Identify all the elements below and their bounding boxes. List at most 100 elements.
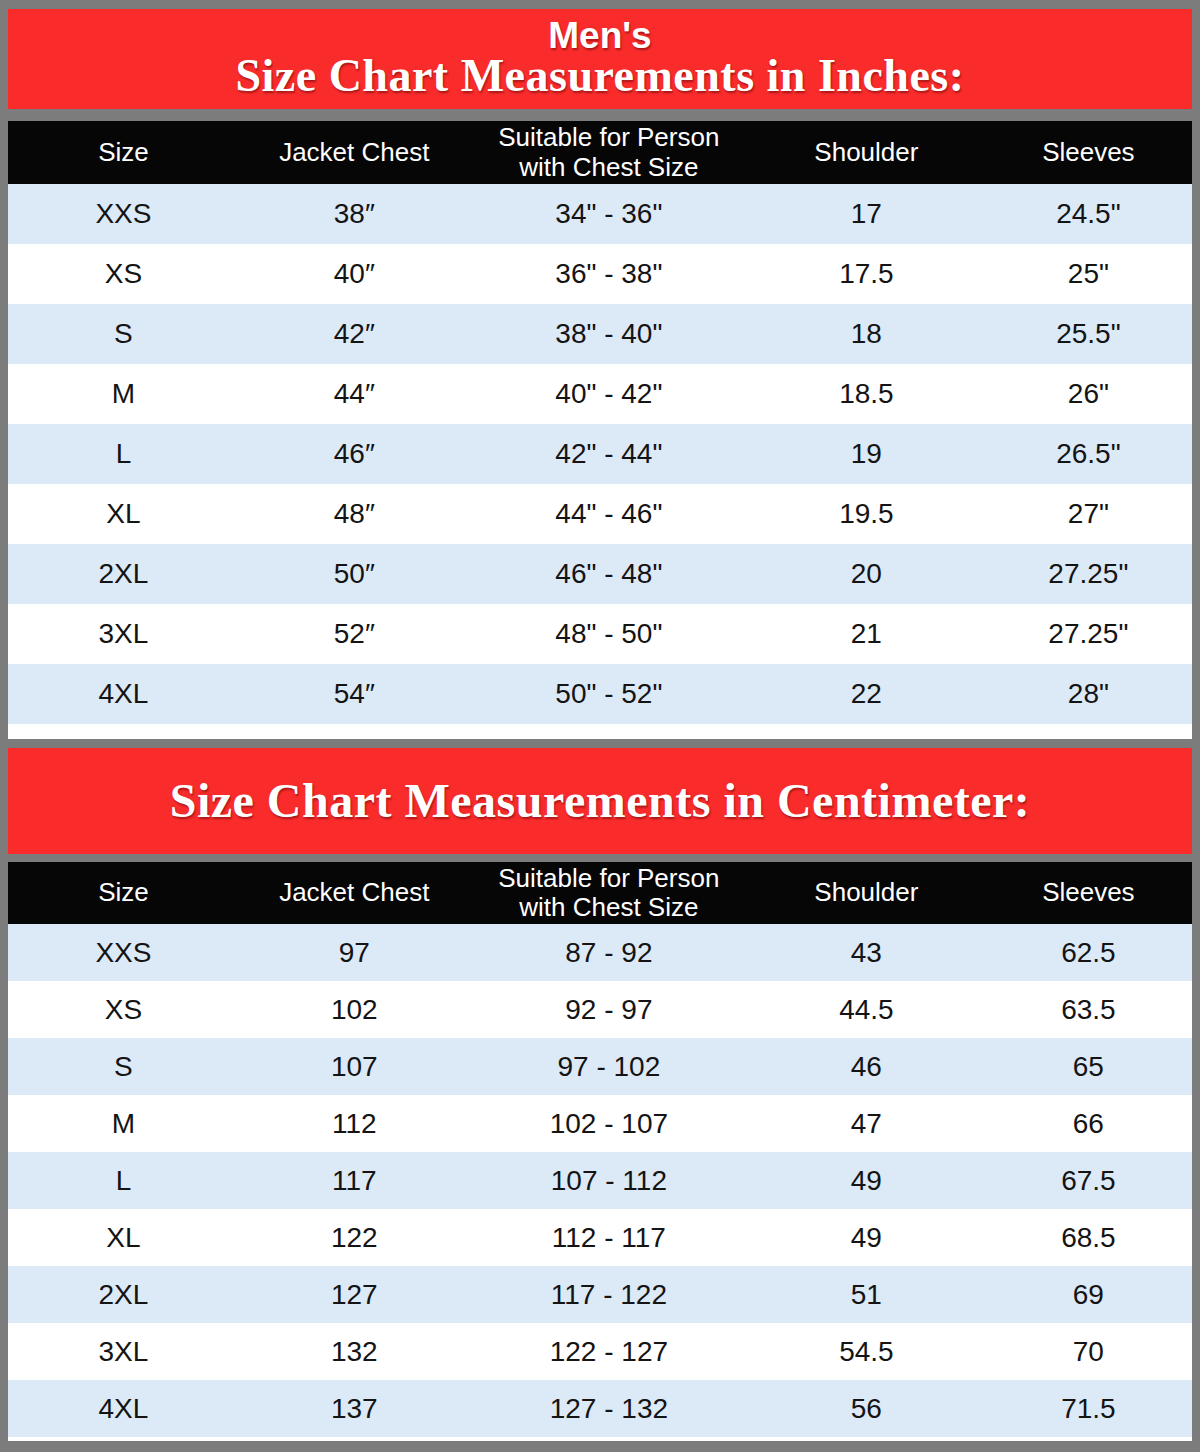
table-cell: 117: [239, 1152, 470, 1209]
table-cell: M: [8, 1095, 239, 1152]
column-header-size: Size: [8, 862, 239, 924]
divider: [8, 854, 1192, 862]
table-cell: 97: [239, 924, 470, 981]
inches-size-table: Size Jacket Chest Suitable for Person wi…: [8, 121, 1192, 739]
table-row: 2XL50″46" - 48"2027.25": [8, 544, 1192, 604]
column-header-sleeves: Sleeves: [985, 862, 1192, 924]
table-cell: 25": [985, 244, 1192, 304]
table-cell: 52″: [239, 604, 470, 664]
table-cell: 107: [239, 1038, 470, 1095]
table-cell: 127 - 132: [470, 1380, 748, 1437]
table-cell: 67.5: [985, 1152, 1192, 1209]
table-cell: 46: [748, 1038, 985, 1095]
column-header-chest-size: Suitable for Person with Chest Size: [470, 121, 748, 184]
table-cell: XS: [8, 981, 239, 1038]
table-row: XL48″44" - 46"19.527": [8, 484, 1192, 544]
column-header-jacket-chest: Jacket Chest: [239, 862, 470, 924]
table-cell: 48" - 50": [470, 604, 748, 664]
table-cell: 102: [239, 981, 470, 1038]
table-cell: 21: [748, 604, 985, 664]
mens-label: Men's: [548, 18, 651, 53]
table-cell: 71.5: [985, 1380, 1192, 1437]
table-cell: 122 - 127: [470, 1323, 748, 1380]
table-cell: 49: [748, 1209, 985, 1266]
table-cell: 28": [985, 664, 1192, 724]
table-cell: XS: [8, 244, 239, 304]
table-cell: 54″: [239, 664, 470, 724]
table-cell: 20: [748, 544, 985, 604]
table-row: XXS9787 - 924362.5: [8, 924, 1192, 981]
divider: [8, 1437, 1192, 1441]
cm-size-table: Size Jacket Chest Suitable for Person wi…: [8, 862, 1192, 1441]
table-cell: 62.5: [985, 924, 1192, 981]
table-cell: 43: [748, 924, 985, 981]
table-cell: 44.5: [748, 981, 985, 1038]
table-cell: 24.5": [985, 184, 1192, 244]
inches-banner: Men's Size Chart Measurements in Inches:: [8, 9, 1192, 109]
table-cell: 102 - 107: [470, 1095, 748, 1152]
table-cell: 92 - 97: [470, 981, 748, 1038]
table-cell: 51: [748, 1266, 985, 1323]
table-cell: 26.5": [985, 424, 1192, 484]
table-cell: 42″: [239, 304, 470, 364]
table-row: S42″38" - 40"1825.5": [8, 304, 1192, 364]
table-row: 3XL52″48" - 50"2127.25": [8, 604, 1192, 664]
divider: [8, 724, 1192, 739]
table-cell: L: [8, 1152, 239, 1209]
column-header-jacket-chest: Jacket Chest: [239, 121, 470, 184]
table-cell: 112 - 117: [470, 1209, 748, 1266]
cm-table-body: XXS9787 - 924362.5XS10292 - 9744.563.5S1…: [8, 924, 1192, 1437]
table-row: L46″42" - 44"1926.5": [8, 424, 1192, 484]
column-header-chest-size: Suitable for Person with Chest Size: [470, 862, 748, 924]
table-cell: 117 - 122: [470, 1266, 748, 1323]
table-cell: 4XL: [8, 664, 239, 724]
divider: [8, 739, 1192, 748]
table-cell: 50" - 52": [470, 664, 748, 724]
table-cell: S: [8, 1038, 239, 1095]
table-cell: 18: [748, 304, 985, 364]
table-cell: 49: [748, 1152, 985, 1209]
divider: [8, 109, 1192, 121]
table-cell: 132: [239, 1323, 470, 1380]
table-cell: 2XL: [8, 544, 239, 604]
table-cell: 66: [985, 1095, 1192, 1152]
table-cell: 42" - 44": [470, 424, 748, 484]
table-cell: 22: [748, 664, 985, 724]
table-row: XS40″36" - 38"17.525": [8, 244, 1192, 304]
table-cell: XL: [8, 1209, 239, 1266]
table-cell: 97 - 102: [470, 1038, 748, 1095]
column-header-shoulder: Shoulder: [748, 121, 985, 184]
table-cell: 44″: [239, 364, 470, 424]
table-row: M112102 - 1074766: [8, 1095, 1192, 1152]
table-row: 4XL137127 - 1325671.5: [8, 1380, 1192, 1437]
table-row: S10797 - 1024665: [8, 1038, 1192, 1095]
table-cell: 122: [239, 1209, 470, 1266]
cm-banner-title: Size Chart Measurements in Centimeter:: [170, 777, 1031, 826]
table-cell: 18.5: [748, 364, 985, 424]
table-cell: 107 - 112: [470, 1152, 748, 1209]
table-cell: 27": [985, 484, 1192, 544]
table-cell: 44" - 46": [470, 484, 748, 544]
table-cell: 137: [239, 1380, 470, 1437]
table-cell: 26": [985, 364, 1192, 424]
table-row: 4XL54″50" - 52"2228": [8, 664, 1192, 724]
table-row: XL122112 - 1174968.5: [8, 1209, 1192, 1266]
table-cell: 25.5": [985, 304, 1192, 364]
table-cell: 36" - 38": [470, 244, 748, 304]
table-cell: 19: [748, 424, 985, 484]
table-row: L117107 - 1124967.5: [8, 1152, 1192, 1209]
table-cell: XL: [8, 484, 239, 544]
table-cell: 3XL: [8, 604, 239, 664]
table-cell: 17: [748, 184, 985, 244]
table-cell: 40" - 42": [470, 364, 748, 424]
cm-banner: Size Chart Measurements in Centimeter:: [8, 748, 1192, 854]
table-cell: 34" - 36": [470, 184, 748, 244]
column-header-size: Size: [8, 121, 239, 184]
cm-table-header-row: Size Jacket Chest Suitable for Person wi…: [8, 862, 1192, 924]
table-cell: 68.5: [985, 1209, 1192, 1266]
table-cell: 40″: [239, 244, 470, 304]
table-cell: 50″: [239, 544, 470, 604]
table-row: XS10292 - 9744.563.5: [8, 981, 1192, 1038]
table-row: 3XL132122 - 12754.570: [8, 1323, 1192, 1380]
table-cell: 70: [985, 1323, 1192, 1380]
